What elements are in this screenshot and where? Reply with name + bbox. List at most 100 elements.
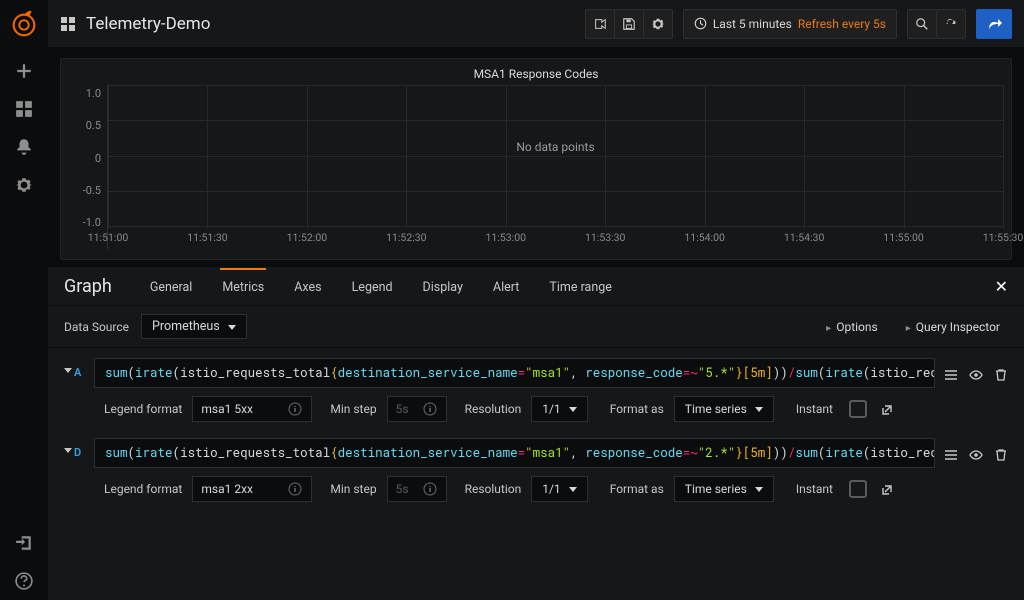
collapse-caret-icon[interactable] xyxy=(64,446,72,454)
hamburger-icon[interactable] xyxy=(943,448,958,463)
eye-icon[interactable] xyxy=(968,448,983,463)
dashboard-grid-icon[interactable] xyxy=(60,16,76,32)
caret-down-icon xyxy=(569,485,577,493)
back-button[interactable] xyxy=(976,9,1012,39)
format-as-label: Format as xyxy=(600,476,674,502)
query-row: Dsum(irate(istio_requests_total{destinat… xyxy=(64,438,1008,502)
query-options-row: Legend formatmsa1 2xxMin step5sResolutio… xyxy=(94,476,1008,502)
clock-icon xyxy=(694,17,707,30)
y-axis: 1.00.50-0.5-1.0 xyxy=(69,85,107,249)
info-icon[interactable] xyxy=(423,482,437,496)
share-icon[interactable] xyxy=(585,9,615,39)
min-step-input[interactable]: 5s xyxy=(387,396,447,422)
plus-icon[interactable] xyxy=(13,60,35,82)
x-tick: 11:54:00 xyxy=(684,231,725,244)
query-list: Asum(irate(istio_requests_total{destinat… xyxy=(48,348,1024,600)
trash-icon[interactable] xyxy=(993,368,1008,383)
time-picker[interactable]: Last 5 minutes Refresh every 5s xyxy=(683,9,897,39)
datasource-select[interactable]: Prometheus xyxy=(141,314,247,339)
min-step-label: Min step xyxy=(320,476,386,502)
tab-alert[interactable]: Alert xyxy=(491,270,521,303)
graph-panel: MSA1 Response Codes 1.00.50-0.5-1.0 No d… xyxy=(60,58,1012,260)
query-row: Asum(irate(istio_requests_total{destinat… xyxy=(64,358,1008,422)
side-nav xyxy=(0,0,48,600)
tab-general[interactable]: General xyxy=(148,270,195,303)
instant-checkbox[interactable] xyxy=(849,480,867,498)
format-as-select[interactable]: Time series xyxy=(674,476,774,502)
settings-icon[interactable] xyxy=(643,9,673,39)
x-tick: 11:54:30 xyxy=(784,231,825,244)
resolution-label: Resolution xyxy=(455,396,532,422)
hamburger-icon[interactable] xyxy=(943,368,958,383)
signin-icon[interactable] xyxy=(13,532,35,554)
refresh-interval-label: Refresh every 5s xyxy=(798,17,886,31)
query-options-row: Legend formatmsa1 5xxMin step5sResolutio… xyxy=(94,396,1008,422)
alerting-icon[interactable] xyxy=(13,136,35,158)
x-tick: 11:51:30 xyxy=(187,231,228,244)
x-tick: 11:52:30 xyxy=(386,231,427,244)
min-step-input[interactable]: 5s xyxy=(387,476,447,502)
collapse-caret-icon[interactable] xyxy=(64,366,72,374)
instant-label: Instant xyxy=(786,396,843,422)
trash-icon[interactable] xyxy=(993,448,1008,463)
x-axis: 11:51:0011:51:3011:52:0011:52:3011:53:00… xyxy=(108,229,1003,249)
resolution-select[interactable]: 1/1 xyxy=(531,476,587,502)
refresh-icon[interactable] xyxy=(936,9,966,39)
legend-format-label: Legend format xyxy=(94,396,192,422)
y-tick: 1.0 xyxy=(86,87,101,100)
datasource-row: Data Source Prometheus Options Query Ins… xyxy=(48,306,1024,348)
y-tick: 0 xyxy=(95,152,101,165)
top-bar: Telemetry-Demo Last 5 minutes Refresh ev… xyxy=(48,0,1024,48)
external-link-icon[interactable] xyxy=(881,482,895,496)
resolution-label: Resolution xyxy=(455,476,532,502)
panel-title: MSA1 Response Codes xyxy=(69,65,1003,85)
tab-time-range[interactable]: Time range xyxy=(547,270,614,303)
caret-down-icon xyxy=(755,485,763,493)
min-step-label: Min step xyxy=(320,396,386,422)
close-editor-icon[interactable]: ✕ xyxy=(995,277,1008,296)
eye-icon[interactable] xyxy=(968,368,983,383)
caret-down-icon xyxy=(569,405,577,413)
query-expression-input[interactable]: sum(irate(istio_requests_total{destinati… xyxy=(94,438,935,468)
instant-checkbox[interactable] xyxy=(849,400,867,418)
options-button[interactable]: Options xyxy=(818,316,886,338)
dashboards-icon[interactable] xyxy=(13,98,35,120)
caret-down-icon xyxy=(755,405,763,413)
instant-label: Instant xyxy=(786,476,843,502)
time-range-label: Last 5 minutes xyxy=(713,17,792,31)
query-letter[interactable]: D xyxy=(74,446,81,459)
tab-display[interactable]: Display xyxy=(421,270,465,303)
save-icon[interactable] xyxy=(614,9,644,39)
chart-area: 1.00.50-0.5-1.0 No data points 11:51:001… xyxy=(69,85,1003,249)
info-icon[interactable] xyxy=(288,402,302,416)
query-expression-input[interactable]: sum(irate(istio_requests_total{destinati… xyxy=(94,358,935,388)
y-tick: -1.0 xyxy=(83,216,101,229)
x-tick: 11:52:00 xyxy=(287,231,328,244)
x-tick: 11:55:30 xyxy=(983,231,1024,244)
x-tick: 11:51:00 xyxy=(88,231,129,244)
x-tick: 11:55:00 xyxy=(883,231,924,244)
legend-format-label: Legend format xyxy=(94,476,192,502)
zoom-out-icon[interactable] xyxy=(907,9,937,39)
dashboard-title[interactable]: Telemetry-Demo xyxy=(86,14,210,34)
external-link-icon[interactable] xyxy=(881,402,895,416)
query-letter[interactable]: A xyxy=(74,366,81,379)
resolution-select[interactable]: 1/1 xyxy=(531,396,587,422)
info-icon[interactable] xyxy=(288,482,302,496)
tab-metrics[interactable]: Metrics xyxy=(220,268,266,303)
info-icon[interactable] xyxy=(423,402,437,416)
x-tick: 11:53:00 xyxy=(486,231,527,244)
help-icon[interactable] xyxy=(13,570,35,592)
config-icon[interactable] xyxy=(13,174,35,196)
editor-tab-row: Graph General Metrics Axes Legend Displa… xyxy=(48,266,1024,306)
grafana-logo-icon[interactable] xyxy=(9,10,39,40)
editor-heading: Graph xyxy=(64,276,112,297)
tab-axes[interactable]: Axes xyxy=(292,270,323,303)
format-as-select[interactable]: Time series xyxy=(674,396,774,422)
datasource-value: Prometheus xyxy=(152,319,220,334)
query-inspector-button[interactable]: Query Inspector xyxy=(898,316,1008,338)
no-data-label: No data points xyxy=(516,140,594,154)
datasource-label: Data Source xyxy=(64,320,129,334)
grid-area: No data points 11:51:0011:51:3011:52:001… xyxy=(107,85,1003,249)
tab-legend[interactable]: Legend xyxy=(350,270,395,303)
